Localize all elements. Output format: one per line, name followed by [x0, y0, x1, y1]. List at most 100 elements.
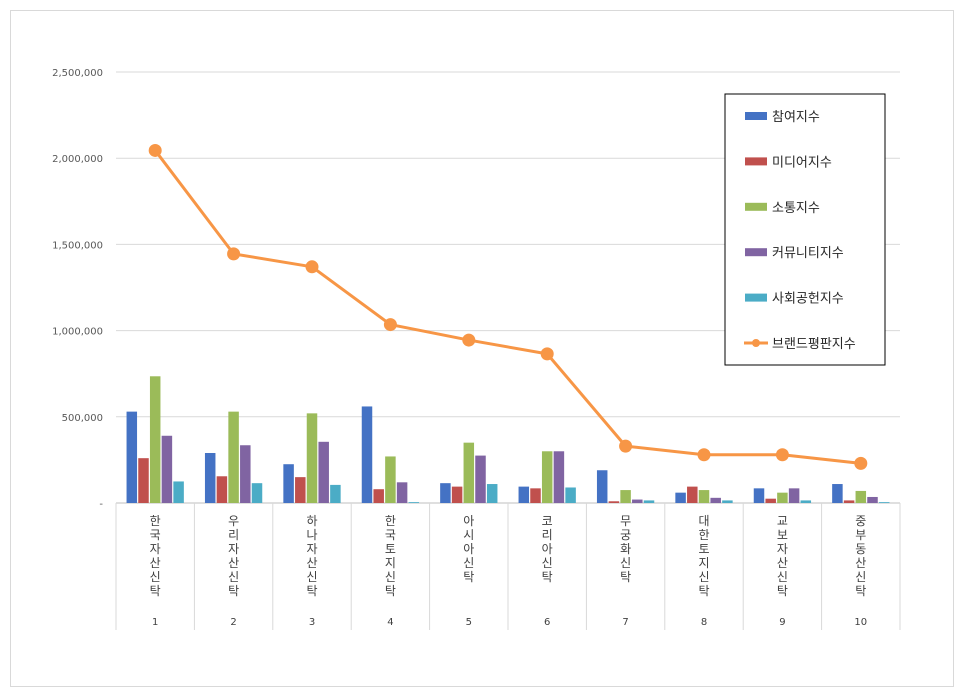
bar-참여지수-교보자산신탁 [753, 488, 765, 503]
x-rank-label: 10 [854, 617, 867, 628]
legend-swatch-marker [752, 339, 760, 347]
x-rank-label: 6 [544, 617, 550, 628]
bar-미디어지수-교보자산신탁 [765, 498, 776, 503]
bar-소통지수-한국자산신탁 [149, 376, 161, 503]
legend-swatch [745, 112, 767, 120]
x-rank-label: 7 [622, 617, 628, 628]
bar-사회공헌지수-중부동산신탁 [878, 502, 890, 503]
y-tick-label: 1,000,000 [52, 327, 103, 338]
point-브랜드평판지수-한국자산신탁 [148, 143, 162, 157]
legend-label: 브랜드평판지수 [772, 337, 856, 352]
point-브랜드평판지수-코리아신탁 [540, 347, 554, 361]
bar-참여지수-대한토지신탁 [675, 492, 686, 503]
bar-미디어지수-우리자산신탁 [216, 476, 228, 503]
legend-swatch [745, 202, 767, 211]
point-브랜드평판지수-중부동산신탁 [854, 456, 868, 470]
point-브랜드평판지수-하나자산신탁 [305, 260, 319, 274]
bar-미디어지수-하나자산신탁 [295, 477, 306, 503]
bar-미디어지수-무궁화신탁 [608, 501, 620, 503]
bar-커뮤니티지수-무궁화신탁 [632, 499, 643, 503]
bar-커뮤니티지수-대한토지신탁 [710, 497, 721, 503]
x-rank-label: 5 [466, 617, 472, 628]
point-브랜드평판지수-무궁화신탁 [619, 439, 633, 453]
bar-참여지수-코리아신탁 [518, 486, 530, 503]
bar-소통지수-한국토지신탁 [385, 456, 396, 503]
legend-label: 커뮤니티지수 [772, 246, 844, 261]
bar-커뮤니티지수-코리아신탁 [553, 451, 565, 503]
bar-소통지수-아시아신탁 [463, 442, 475, 503]
bar-미디어지수-한국토지신탁 [373, 489, 384, 503]
line-브랜드평판지수 [154, 149, 861, 465]
bar-참여지수-아시아신탁 [440, 483, 451, 503]
bar-참여지수-한국토지신탁 [361, 406, 373, 503]
point-브랜드평판지수-교보자산신탁 [775, 448, 789, 462]
x-rank-label: 4 [387, 617, 393, 628]
point-브랜드평판지수-한국토지신탁 [383, 318, 397, 332]
line-series [148, 143, 868, 470]
x-rank-label: 2 [230, 617, 236, 628]
y-tick-label: 500,000 [62, 413, 103, 424]
bar-참여지수-한국자산신탁 [126, 411, 138, 503]
legend-swatch [745, 248, 767, 257]
x-rank-label: 1 [152, 617, 158, 628]
bar-참여지수-무궁화신탁 [596, 470, 608, 503]
bar-사회공헌지수-한국토지신탁 [408, 502, 420, 503]
bar-미디어지수-코리아신탁 [530, 488, 541, 503]
legend-label: 미디어지수 [772, 155, 832, 170]
legend-label: 사회공헌지수 [772, 292, 844, 307]
bar-소통지수-우리자산신탁 [228, 411, 239, 503]
bar-커뮤니티지수-한국자산신탁 [161, 435, 173, 503]
bar-커뮤니티지수-한국토지신탁 [396, 482, 408, 503]
legend-swatch [745, 293, 767, 302]
bar-소통지수-무궁화신탁 [620, 490, 631, 503]
bar-사회공헌지수-한국자산신탁 [173, 481, 184, 503]
bar-미디어지수-중부동산신탁 [843, 500, 855, 503]
x-rank-label: 8 [701, 617, 707, 628]
bar-참여지수-중부동산신탁 [832, 484, 843, 503]
bars [126, 376, 890, 503]
point-브랜드평판지수-우리자산신탁 [227, 247, 241, 261]
legend-box [724, 93, 886, 366]
bar-미디어지수-아시아신탁 [451, 486, 463, 503]
point-브랜드평판지수-대한토지신탁 [697, 448, 711, 462]
x-rank-label: 9 [779, 617, 785, 628]
x-rank-label: 3 [309, 617, 315, 628]
bar-참여지수-하나자산신탁 [283, 464, 294, 503]
bar-사회공헌지수-우리자산신탁 [251, 483, 263, 503]
legend-swatch [745, 157, 767, 166]
bar-소통지수-교보자산신탁 [777, 492, 788, 503]
y-axis: - 500,000 1,000,000 1,500,000 2,000,000 2,500… [52, 68, 103, 510]
bar-소통지수-코리아신탁 [541, 451, 553, 503]
y-tick-label: - [99, 499, 103, 510]
bar-사회공헌지수-코리아신탁 [565, 487, 576, 503]
y-tick-label: 1,500,000 [52, 240, 103, 251]
x-axis: 한 국 자 산 신 탁 1 우 리 자 산 신 탁 2 하 나 자 산 신 탁 3 한 국 토 지 신 탁 4 아 시 아 신 탁 5 코 리 아 신 탁 6… [115, 502, 901, 630]
bar-참여지수-우리자산신탁 [204, 453, 216, 503]
bar-커뮤니티지수-하나자산신탁 [318, 441, 329, 503]
bar-사회공헌지수-무궁화신탁 [643, 500, 655, 503]
bar-커뮤니티지수-아시아신탁 [475, 455, 486, 503]
bar-미디어지수-한국자산신탁 [138, 458, 149, 503]
bar-커뮤니티지수-교보자산신탁 [788, 488, 800, 503]
legend-label: 소통지수 [772, 201, 820, 216]
bar-커뮤니티지수-중부동산신탁 [867, 496, 878, 503]
bar-사회공헌지수-하나자산신탁 [330, 484, 341, 503]
bar-소통지수-대한토지신탁 [698, 490, 710, 503]
point-브랜드평판지수-아시아신탁 [462, 333, 476, 347]
legend-label: 참여지수 [772, 110, 820, 125]
bar-커뮤니티지수-우리자산신탁 [240, 445, 251, 503]
bar-소통지수-중부동산신탁 [855, 490, 867, 503]
bar-소통지수-하나자산신탁 [306, 413, 318, 503]
y-tick-label: 2,500,000 [52, 68, 103, 79]
bar-사회공헌지수-대한토지신탁 [722, 500, 733, 503]
